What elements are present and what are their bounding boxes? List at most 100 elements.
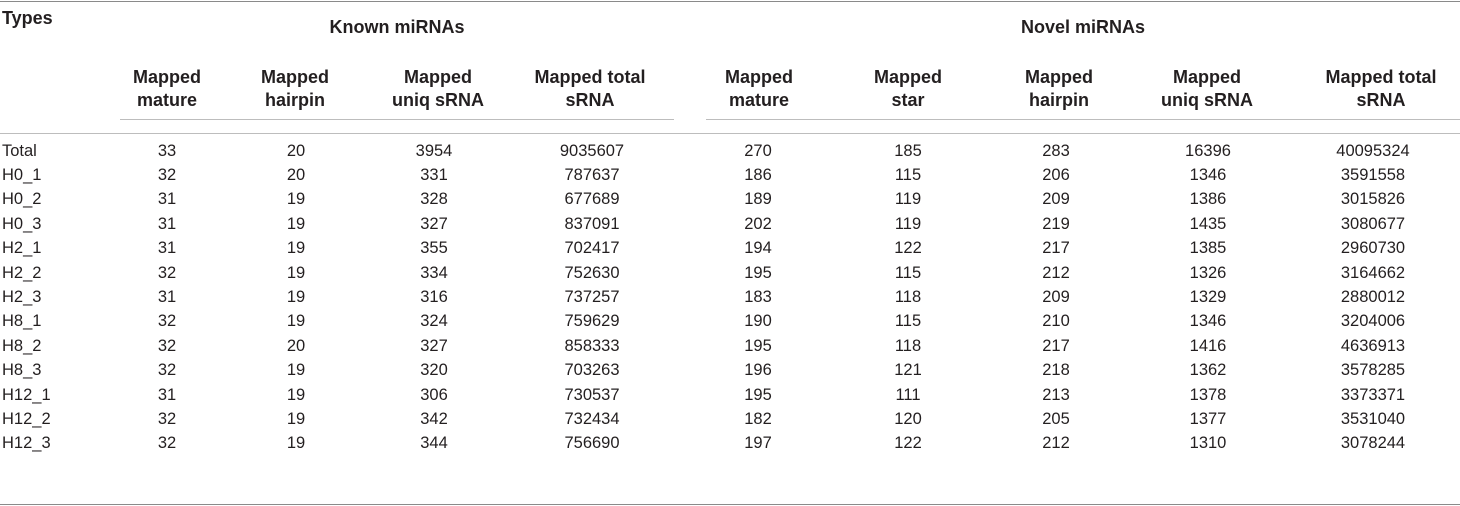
value-cell: 306	[420, 385, 448, 404]
value-cell: 3578285	[1340, 361, 1406, 380]
table-body: Total 33 20 3954 9035607 270 185 283 16396 400953…	[0, 139, 1460, 456]
value-cell: 31	[157, 190, 177, 209]
row-type-cell: H0_2	[2, 190, 42, 209]
table-row: Total 33 20 3954 9035607 270 185 283 16396 400953…	[0, 139, 1460, 163]
value-cell: 331	[420, 166, 448, 185]
value-cell: 206	[1042, 166, 1070, 185]
value-cell: 1329	[1189, 288, 1227, 307]
table-row: H8_1 32 19 324 759629 190 115 210 1346 3204006	[0, 310, 1460, 334]
types-header: Types	[2, 8, 53, 28]
value-cell: 328	[420, 190, 448, 209]
value-cell: 218	[1042, 361, 1070, 380]
value-cell: 677689	[564, 190, 620, 209]
table-row: H8_3 32 19 320 703263 196 121 218 1362 3578285	[0, 359, 1460, 383]
column-header: Mapped uniq sRNA	[392, 67, 484, 110]
row-type-cell: H0_3	[2, 214, 42, 233]
value-cell: 115	[894, 166, 922, 185]
value-cell: 210	[1042, 312, 1070, 331]
value-cell: 1385	[1189, 239, 1227, 258]
value-cell: 316	[420, 288, 448, 307]
column-header: Mapped star	[873, 67, 942, 110]
value-cell: 119	[894, 214, 922, 233]
value-cell: 185	[894, 141, 922, 160]
value-cell: 702417	[564, 239, 620, 258]
value-cell: 111	[895, 385, 921, 404]
value-cell: 759629	[564, 312, 620, 331]
value-cell: 19	[286, 434, 306, 453]
table-row: H0_2 31 19 328 677689 189 119 209 1386 3015826	[0, 188, 1460, 212]
value-cell: 20	[286, 141, 306, 160]
table-bottom-rule	[0, 504, 1460, 505]
value-cell: 344	[420, 434, 448, 453]
value-cell: 730537	[564, 385, 620, 404]
value-cell: 3015826	[1340, 190, 1406, 209]
value-cell: 19	[286, 312, 306, 331]
value-cell: 1346	[1189, 166, 1227, 185]
value-cell: 837091	[564, 214, 620, 233]
value-cell: 212	[1042, 434, 1070, 453]
value-cell: 120	[894, 409, 922, 428]
row-type-cell: H2_2	[2, 263, 42, 282]
novel-mirnas-header: Novel miRNAs	[1020, 17, 1146, 37]
value-cell: 217	[1042, 336, 1070, 355]
value-cell: 16396	[1185, 141, 1231, 160]
value-cell: 1346	[1189, 312, 1227, 331]
value-cell: 205	[1042, 409, 1070, 428]
value-cell: 195	[744, 263, 772, 282]
value-cell: 732434	[564, 409, 620, 428]
value-cell: 3591558	[1340, 166, 1406, 185]
value-cell: 4636913	[1340, 336, 1406, 355]
value-cell: 196	[744, 361, 772, 380]
value-cell: 19	[286, 385, 306, 404]
row-type-cell: H2_1	[2, 239, 42, 258]
column-header: Mapped hairpin	[260, 67, 329, 110]
value-cell: 122	[894, 239, 922, 258]
value-cell: 182	[744, 409, 772, 428]
value-cell: 122	[894, 434, 922, 453]
value-cell: 3204006	[1340, 312, 1406, 331]
value-cell: 194	[744, 239, 772, 258]
value-cell: 2960730	[1340, 239, 1406, 258]
data-table: Total 33 20 3954 9035607 270 185 283 16396 400953…	[0, 139, 1460, 456]
value-cell: 787637	[564, 166, 620, 185]
table-row: H12_3 32 19 344 756690 197 122 212 1310 3078244	[0, 432, 1460, 456]
value-cell: 186	[744, 166, 772, 185]
table-row: H0_1 32 20 331 787637 186 115 206 1346 3591558	[0, 163, 1460, 187]
value-cell: 119	[894, 190, 922, 209]
column-header: Mapped mature	[724, 67, 793, 110]
value-cell: 19	[286, 263, 306, 282]
value-cell: 202	[744, 214, 772, 233]
value-cell: 19	[286, 409, 306, 428]
value-cell: 32	[157, 263, 177, 282]
value-cell: 32	[157, 434, 177, 453]
value-cell: 19	[286, 288, 306, 307]
value-cell: 183	[744, 288, 772, 307]
value-cell: 32	[157, 361, 177, 380]
table-row: H12_1 31 19 306 730537 195 111 213 1378 3373371	[0, 383, 1460, 407]
value-cell: 32	[157, 336, 177, 355]
value-cell: 121	[894, 361, 922, 380]
value-cell: 1310	[1189, 434, 1227, 453]
row-type-cell: H12_3	[2, 434, 51, 453]
value-cell: 1416	[1189, 336, 1227, 355]
value-cell: 33	[157, 141, 177, 160]
value-cell: 20	[286, 336, 306, 355]
row-type-cell: H12_1	[2, 385, 51, 404]
value-cell: 270	[744, 141, 772, 160]
value-cell: 1377	[1189, 409, 1227, 428]
table-row: H0_3 31 19 327 837091 202 119 219 1435 3080677	[0, 212, 1460, 236]
value-cell: 213	[1042, 385, 1070, 404]
row-type-cell: Total	[2, 141, 37, 160]
value-cell: 334	[420, 263, 448, 282]
value-cell: 118	[894, 336, 922, 355]
value-cell: 19	[286, 361, 306, 380]
table-row: H2_2 32 19 334 752630 195 115 212 1326 3164662	[0, 261, 1460, 285]
table-row: H2_3 31 19 316 737257 183 118 209 1329 2880012	[0, 285, 1460, 309]
value-cell: 118	[894, 288, 922, 307]
value-cell: 31	[157, 214, 177, 233]
value-cell: 32	[157, 409, 177, 428]
row-type-cell: H0_1	[2, 166, 42, 185]
value-cell: 327	[420, 336, 448, 355]
value-cell: 195	[744, 336, 772, 355]
